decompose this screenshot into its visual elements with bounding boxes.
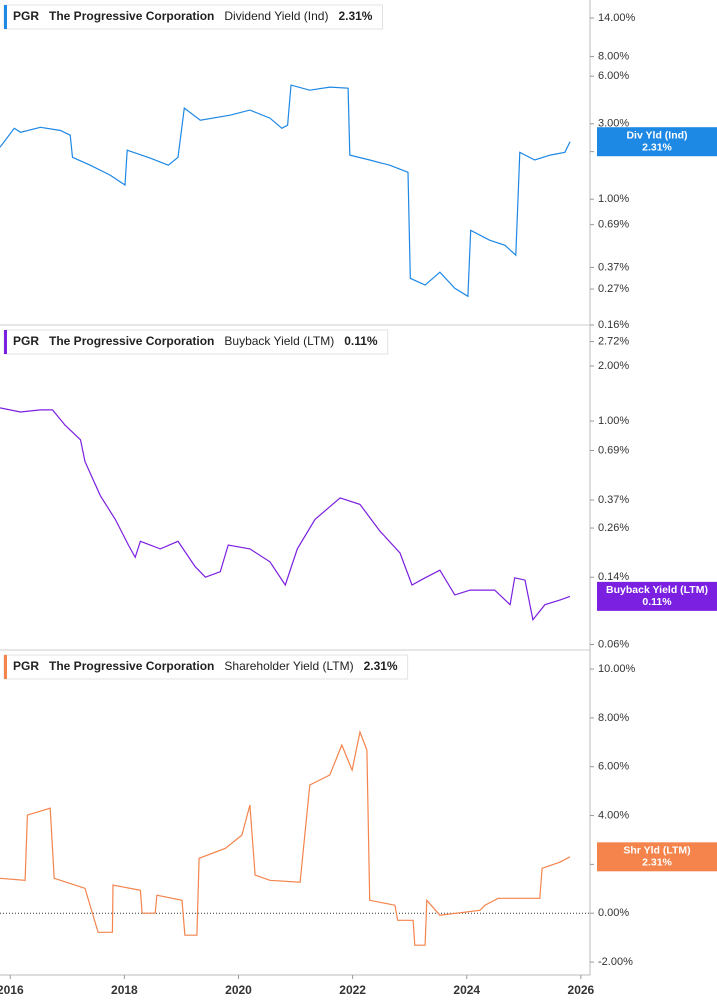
y-tick-label: 6.00% xyxy=(598,70,629,82)
y-tick-label: 6.00% xyxy=(598,761,629,773)
legend-text: PGR xyxy=(13,334,39,348)
badge-value: 2.31% xyxy=(642,857,672,869)
legend-text: The Progressive Corporation xyxy=(49,334,214,348)
value-badge xyxy=(597,127,717,157)
legend-swatch xyxy=(4,330,7,354)
legend-box xyxy=(3,4,383,30)
legend-text: Buyback Yield (LTM) xyxy=(224,334,334,348)
value-badge xyxy=(597,581,717,611)
y-tick-label: 0.00% xyxy=(598,907,629,919)
legend-box xyxy=(3,654,409,680)
legend-text: 0.11% xyxy=(344,334,378,348)
y-tick-label: -2.00% xyxy=(598,956,633,968)
value-badge xyxy=(597,842,717,872)
x-tick-label: 2024 xyxy=(453,983,480,997)
x-tick-label: 2016 xyxy=(0,983,24,997)
badge-name: Buyback Yield (LTM) xyxy=(606,584,708,596)
legend-text: 2.31% xyxy=(364,659,398,673)
legend-text: Dividend Yield (Ind) xyxy=(224,9,328,23)
y-tick-label: 14.00% xyxy=(598,12,636,24)
series-line xyxy=(0,84,571,298)
legend: PGR The Progressive Corporation Buyback Yi… xyxy=(3,329,389,355)
legend-swatch xyxy=(4,655,7,679)
series-line xyxy=(0,729,571,946)
y-tick-label: 10.00% xyxy=(598,663,636,675)
legend-text: PGR xyxy=(13,9,39,23)
y-tick-label: 1.00% xyxy=(598,415,629,427)
legend: PGR The Progressive Corporation Dividend Y… xyxy=(3,4,383,30)
x-tick-label: 2018 xyxy=(111,983,138,997)
y-tick-label: 0.27% xyxy=(598,283,629,295)
x-tick-label: 2022 xyxy=(339,983,366,997)
y-tick-label: 4.00% xyxy=(598,809,629,821)
y-tick-label: 0.14% xyxy=(598,571,629,583)
legend-swatch xyxy=(4,5,7,29)
legend-text: PGR xyxy=(13,659,39,673)
legend-text: The Progressive Corporation xyxy=(49,659,214,673)
x-tick-label: 2026 xyxy=(568,983,595,997)
y-tick-label: 8.00% xyxy=(598,50,629,62)
badge-value: 2.31% xyxy=(642,141,672,153)
series-line xyxy=(0,407,571,622)
y-tick-label: 2.00% xyxy=(598,360,629,372)
y-tick-label: 2.72% xyxy=(598,335,629,347)
y-tick-label: 0.37% xyxy=(598,494,629,506)
y-tick-label: 0.69% xyxy=(598,219,629,231)
y-tick-label: 0.16% xyxy=(598,319,629,331)
badge-value: 0.11% xyxy=(642,596,672,608)
x-tick-label: 2020 xyxy=(225,983,252,997)
y-tick-label: 8.00% xyxy=(598,712,629,724)
y-tick-label: 0.26% xyxy=(598,522,629,534)
legend: PGR The Progressive Corporation Shareholde… xyxy=(3,654,409,680)
y-tick-label: 1.00% xyxy=(598,193,629,205)
y-tick-label: 3.00% xyxy=(598,118,629,130)
legend-text: The Progressive Corporation xyxy=(49,9,214,23)
y-tick-label: 0.06% xyxy=(598,638,629,650)
badge-name: Div Yld (Ind) xyxy=(626,129,687,141)
y-tick-label: 0.37% xyxy=(598,261,629,273)
legend-text: 2.31% xyxy=(338,9,372,23)
y-tick-label: 0.69% xyxy=(598,444,629,456)
badge-name: Shr Yld (LTM) xyxy=(623,845,690,857)
legend-text: Shareholder Yield (LTM) xyxy=(224,659,353,673)
